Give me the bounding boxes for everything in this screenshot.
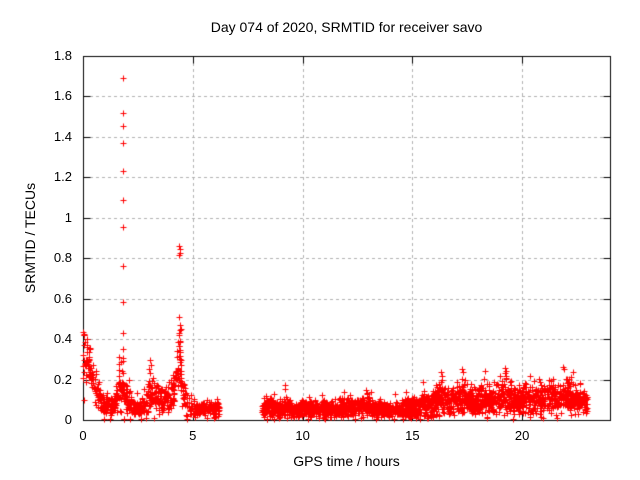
x-tick-label: 0 [79,428,87,443]
y-tick-label: 0 [64,412,72,427]
y-tick-label: 0.6 [53,290,72,306]
y-tick-label: 1 [64,209,72,225]
y-tick-label: 1.8 [53,48,72,63]
y-tick-label: 1.2 [53,169,72,185]
y-tick-label: 1.4 [53,128,72,144]
y-tick-label: 0.8 [53,250,72,266]
x-tick-label: 5 [189,428,197,443]
x-tick-label: 10 [295,428,310,443]
x-tick-label: 20 [514,428,530,443]
y-tick-label: 0.4 [53,331,72,347]
y-tick-label: 1.6 [53,88,72,104]
y-tick-label: 0.2 [53,371,72,387]
x-tick-label: 15 [405,428,420,443]
